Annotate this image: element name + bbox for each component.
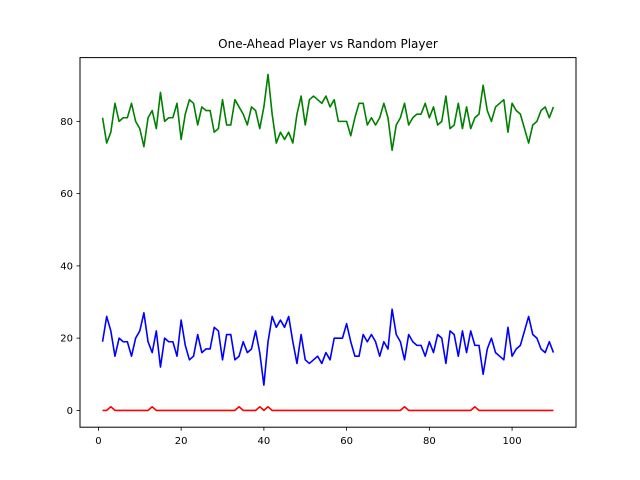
y-tick-label: 60 [60,189,73,200]
x-tick-label: 20 [175,436,188,447]
y-tick-label: 40 [60,261,73,272]
x-tick-label: 0 [95,436,101,447]
y-tick-label: 20 [60,334,73,345]
x-tick-label: 80 [423,436,436,447]
x-tick-label: 100 [503,436,522,447]
y-tick-label: 0 [67,406,73,417]
y-tick-label: 80 [60,117,73,128]
chart-title: One-Ahead Player vs Random Player [218,37,438,51]
x-tick-label: 40 [258,436,271,447]
x-tick-label: 60 [340,436,353,447]
